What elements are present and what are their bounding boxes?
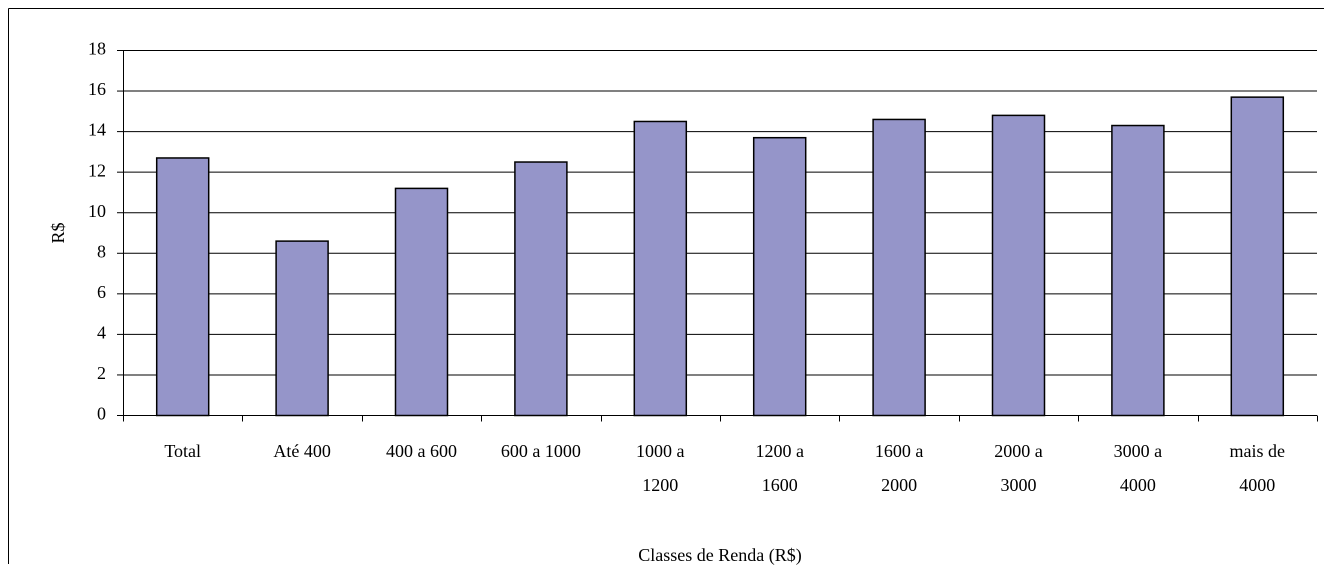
y-tick-label: 2 bbox=[97, 363, 106, 383]
x-tick-label: mais de 4000 bbox=[1229, 441, 1286, 495]
y-tick-label: 10 bbox=[88, 201, 106, 221]
bar bbox=[1111, 124, 1165, 417]
y-tick-label: 0 bbox=[97, 404, 106, 424]
y-tick-label: 12 bbox=[88, 160, 106, 180]
x-tick-label: Total bbox=[164, 441, 202, 461]
x-tick-label: Até 400 bbox=[273, 441, 331, 461]
bar bbox=[872, 118, 926, 417]
bar bbox=[991, 114, 1046, 417]
y-tick-label: 6 bbox=[97, 282, 106, 302]
bar bbox=[275, 240, 329, 417]
x-tick-label: 1200 a 1600 bbox=[755, 441, 804, 495]
bar bbox=[155, 157, 210, 417]
x-tick-label: 400 a 600 bbox=[386, 441, 457, 461]
y-tick-label: 8 bbox=[97, 241, 106, 261]
x-tick-label: 1000 a 1200 bbox=[636, 441, 685, 495]
bar bbox=[633, 120, 688, 417]
x-tick-label: 600 a 1000 bbox=[500, 441, 581, 461]
x-tick-label: 3000 a 4000 bbox=[1113, 441, 1163, 495]
y-tick-label: 16 bbox=[88, 79, 106, 99]
x-tick-label: 1600 a 2000 bbox=[874, 441, 924, 495]
y-axis-title: R$ bbox=[48, 222, 68, 243]
x-tick-label: 2000 a 3000 bbox=[994, 441, 1043, 495]
y-tick-label: 14 bbox=[88, 120, 106, 140]
y-tick-label: 4 bbox=[97, 323, 106, 343]
bar bbox=[394, 187, 449, 417]
x-axis-title: Classes de Renda (R$) bbox=[638, 545, 802, 565]
bar bbox=[752, 136, 807, 417]
bar bbox=[1230, 96, 1285, 417]
y-tick-label: 18 bbox=[88, 39, 106, 59]
bar bbox=[514, 161, 568, 417]
